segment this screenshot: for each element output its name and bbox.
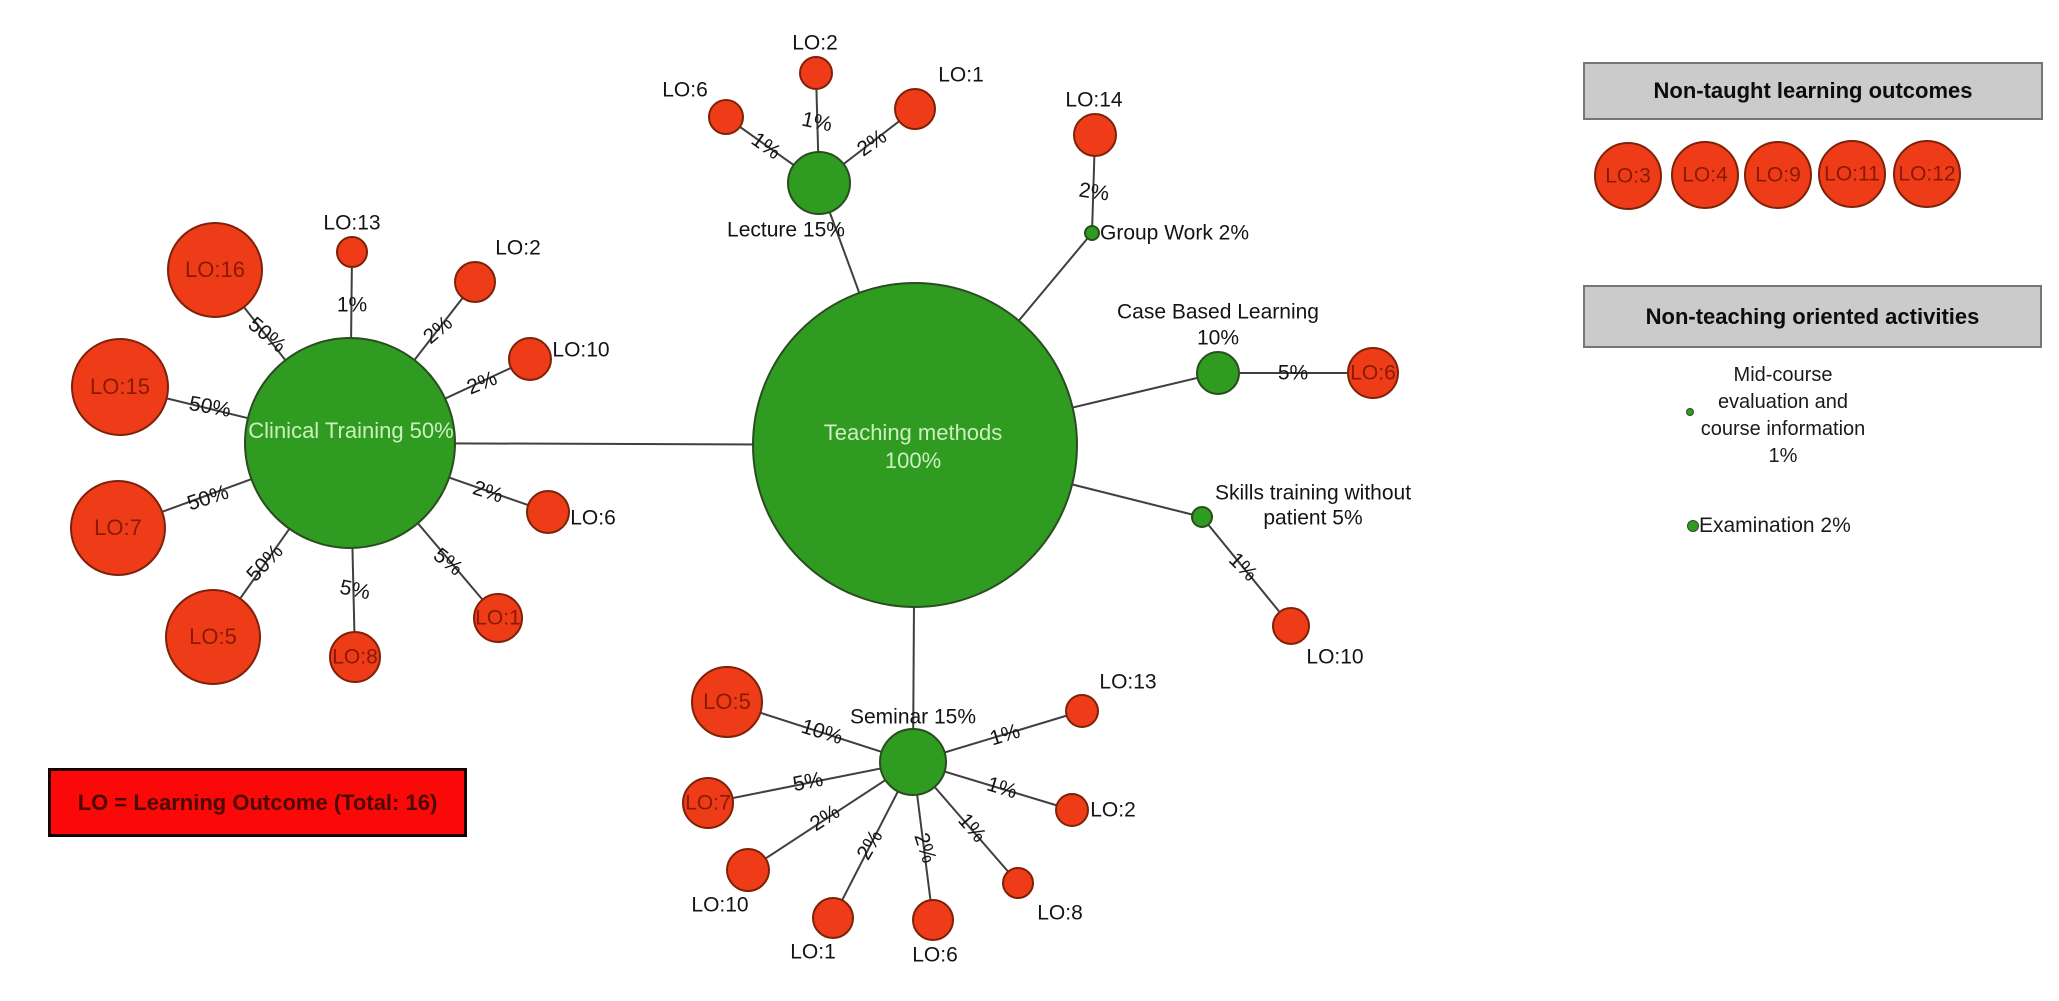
midcourse-note-line-2: course information [1700, 418, 1866, 440]
non-taught-lo-circle-3 [1818, 140, 1886, 208]
node-ct-lo5 [165, 589, 261, 685]
lo-legend-text: LO = Learning Outcome (Total: 16) [77, 789, 438, 815]
lo-legend-box: LO = Learning Outcome (Total: 16) [48, 768, 467, 837]
node-st-lo10 [1272, 607, 1310, 645]
node-sem-lo5 [691, 666, 763, 738]
node-sem-lo13 [1065, 694, 1099, 728]
node-skills-training [1191, 506, 1213, 528]
edge-seminar--sem-lo7 [707, 761, 914, 804]
node-case-based-learning [1196, 351, 1240, 395]
node-ct-lo13 [336, 236, 368, 268]
midcourse-note: Mid-course evaluation and course informati… [1701, 362, 1866, 470]
panel-non-teaching-title: Non-teaching oriented activities [1645, 303, 1980, 329]
examination-label: Examination 2% [1699, 514, 1851, 537]
node-ct-lo10 [508, 337, 552, 381]
node-lec-lo1 [894, 88, 936, 130]
non-taught-lo-circle-4 [1893, 140, 1961, 208]
node-seminar [879, 728, 947, 796]
node-sem-lo7 [682, 777, 734, 829]
node-ct-lo2 [454, 261, 496, 303]
node-ct-lo16 [167, 222, 263, 318]
node-ct-lo6 [526, 490, 570, 534]
node-clinical-training [244, 337, 456, 549]
node-ct-lo8 [329, 631, 381, 683]
examination-dot [1687, 520, 1699, 532]
non-taught-lo-circle-1 [1671, 141, 1739, 209]
node-cbl-lo6 [1347, 347, 1399, 399]
non-taught-lo-circle-0 [1594, 142, 1662, 210]
node-lecture [787, 151, 851, 215]
node-lec-lo2 [799, 56, 833, 90]
node-sem-lo2 [1055, 793, 1089, 827]
node-group-work [1084, 225, 1100, 241]
midcourse-note-line-1: evaluation and [1717, 391, 1849, 413]
node-sem-lo6 [912, 899, 954, 941]
node-sem-lo8 [1002, 867, 1034, 899]
midcourse-note-line-3: 1% [1768, 445, 1798, 467]
panel-non-teaching-header: Non-teaching oriented activities [1583, 285, 2042, 348]
panel-non-taught-header: Non-taught learning outcomes [1583, 62, 2043, 120]
node-ct-lo7 [70, 480, 166, 576]
node-gw-lo14 [1073, 113, 1117, 157]
midcourse-dot [1686, 408, 1694, 416]
node-teaching-methods [752, 282, 1078, 608]
node-sem-lo1 [812, 897, 854, 939]
panel-non-taught-title: Non-taught learning outcomes [1653, 78, 1973, 103]
edge-skills-training--st-lo10 [1201, 516, 1292, 627]
non-taught-lo-circle-2 [1744, 141, 1812, 209]
midcourse-note-line-0: Mid-course [1733, 364, 1833, 386]
node-sem-lo10 [726, 848, 770, 892]
node-ct-lo1 [473, 593, 523, 643]
node-lec-lo6 [708, 99, 744, 135]
node-ct-lo15 [71, 338, 169, 436]
